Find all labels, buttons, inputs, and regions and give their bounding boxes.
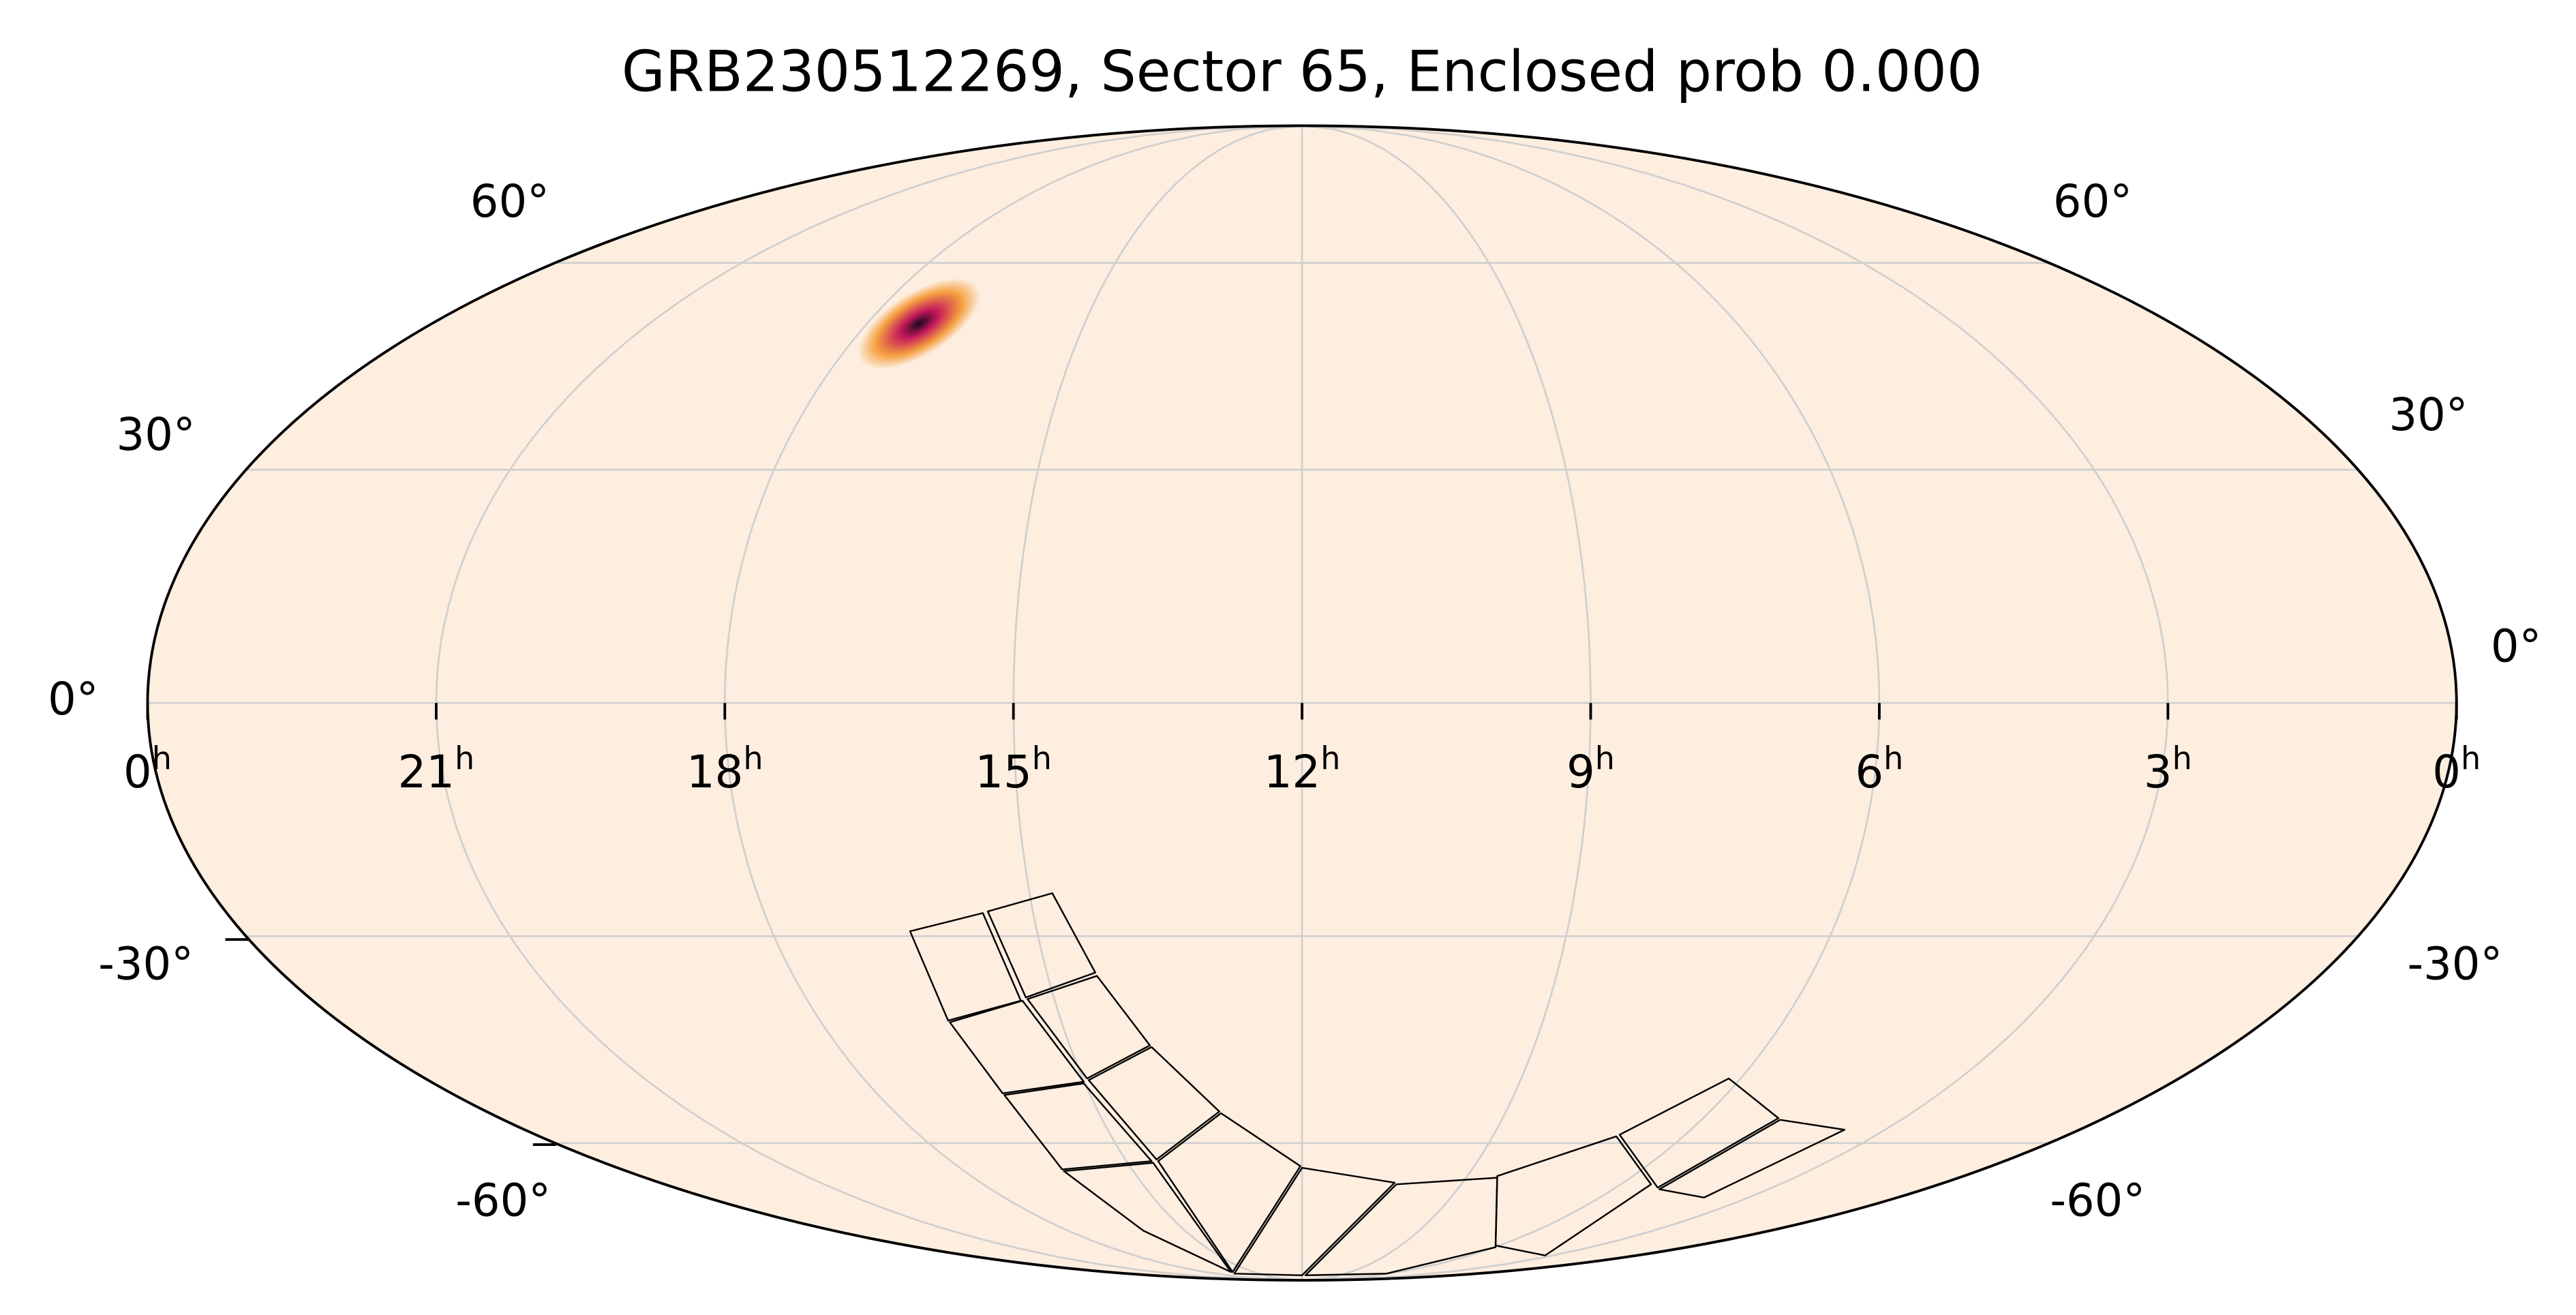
- dec-label-right: -30°: [2407, 938, 2502, 990]
- ra-tick-hour: 3: [2144, 746, 2172, 798]
- ccd-tile: [1658, 1119, 1846, 1198]
- dec-label-right: 0°: [2491, 621, 2541, 673]
- ra-tick-labels: 0h 21h 18h 15h 12h 9h 6h 3h 0h: [123, 740, 2481, 798]
- ra-tick-unit: h: [2461, 740, 2481, 776]
- ra-tick-unit: h: [1883, 740, 1903, 776]
- dec-label-left: 0°: [48, 674, 98, 725]
- ra-tick-label: 0h: [123, 740, 172, 798]
- ccd-tile: [1618, 1077, 1780, 1189]
- ra-tick-label: 3h: [2144, 740, 2192, 798]
- sector-footprint: [909, 892, 1846, 1276]
- ra-tick-hour: 6: [1855, 746, 1883, 798]
- dec-label-left: -30°: [98, 938, 194, 990]
- ra-tick-hour: 12: [1264, 746, 1320, 798]
- ra-tick-hour: 9: [1566, 746, 1595, 798]
- ra-tick-label: 18h: [686, 740, 763, 798]
- probability-hotspot: [858, 278, 981, 369]
- ra-tick-hour: 0: [123, 746, 152, 798]
- dec-label-left: 30°: [117, 409, 196, 461]
- dec-label-left: 60°: [470, 176, 549, 228]
- ra-tick-unit: h: [1032, 740, 1052, 776]
- ra-tick-label: 15h: [975, 740, 1052, 798]
- ccd-tile: [986, 892, 1097, 999]
- dec-label-left: -60°: [455, 1175, 551, 1226]
- ra-tick-unit: h: [743, 740, 763, 776]
- dec-label-right: 30°: [2389, 389, 2468, 441]
- ra-tick-hour: 15: [975, 746, 1031, 798]
- ra-tick-unit: h: [152, 740, 172, 776]
- ra-tick-unit: h: [1595, 740, 1615, 776]
- ccd-tile: [1087, 1046, 1221, 1161]
- dec-tick-labels: 60° 30° 0° -30° -60° 60° 30° 0° -30° -60°: [48, 176, 2541, 1227]
- ccd-tile: [1494, 1135, 1652, 1256]
- ccd-tile: [1233, 1166, 1396, 1276]
- ra-tick-unit: h: [2172, 740, 2192, 776]
- dec-label-right: 60°: [2053, 176, 2132, 228]
- ra-tick-label: 6h: [1855, 740, 1903, 798]
- dec-label-right: -60°: [2050, 1175, 2145, 1226]
- ra-tick-marks: [146, 703, 2458, 720]
- ccd-tile: [1003, 1083, 1153, 1170]
- ccd-tile: [949, 999, 1085, 1095]
- ra-tick-hour: 0: [2432, 746, 2461, 798]
- ra-tick-label: 12h: [1264, 740, 1341, 798]
- ccd-tile: [1027, 975, 1151, 1080]
- ra-tick-label: 21h: [398, 740, 475, 798]
- ra-tick-hour: 18: [686, 746, 743, 798]
- chart-title: GRB230512269, Sector 65, Enclosed prob 0…: [622, 39, 1982, 104]
- ra-tick-unit: h: [455, 740, 474, 776]
- ra-tick-unit: h: [1320, 740, 1340, 776]
- ra-tick-hour: 21: [398, 746, 455, 798]
- ccd-tile: [1157, 1112, 1301, 1273]
- ccd-tile: [1063, 1162, 1232, 1273]
- hotspot-ellipse: [858, 278, 981, 369]
- ra-tick-label: 0h: [2432, 740, 2481, 798]
- ra-tick-label: 9h: [1566, 740, 1615, 798]
